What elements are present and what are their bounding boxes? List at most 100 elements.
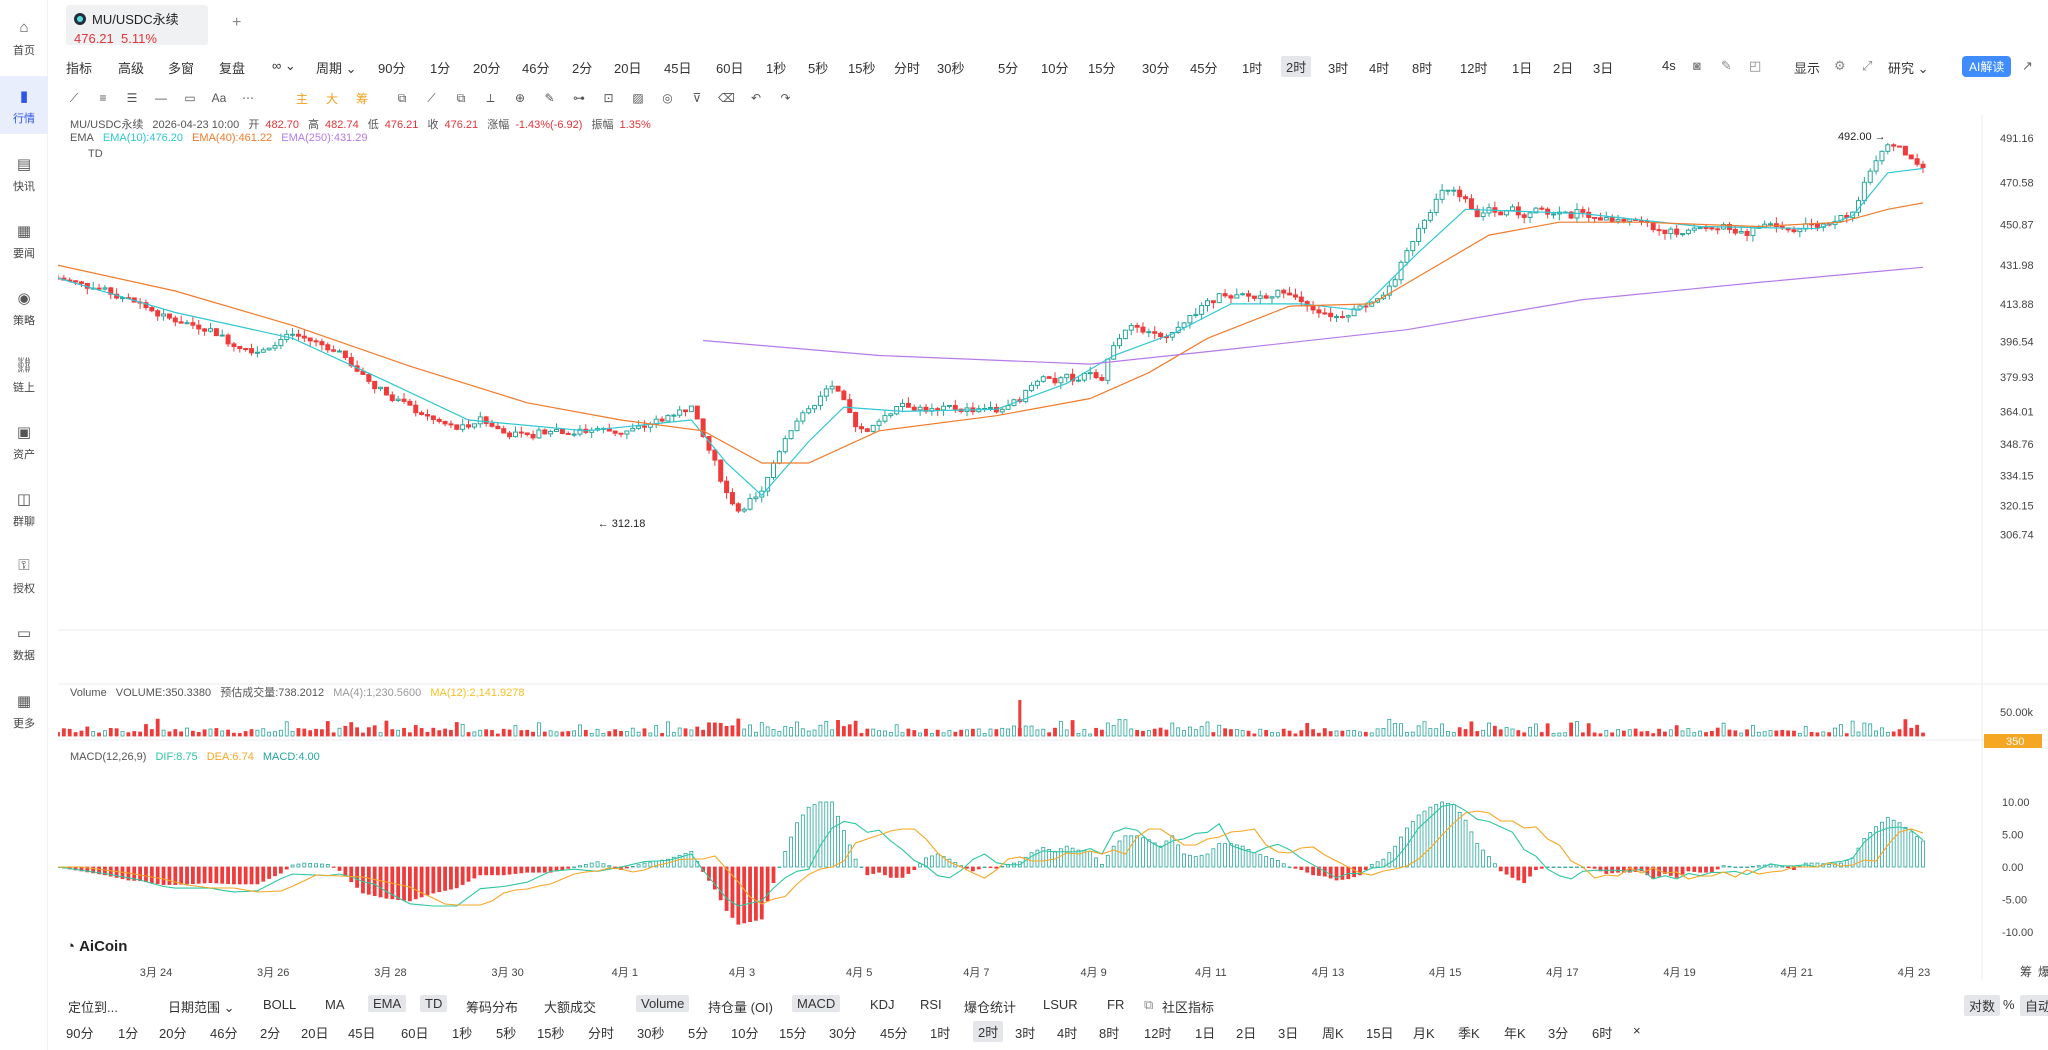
bottom-period-29[interactable]: 月K — [1413, 1026, 1435, 1041]
chart-area[interactable]: 491.16 470.58 450.87 431.98 413.88 396.54 379.… — [58, 114, 2048, 980]
bottom-period-19[interactable]: 2时 — [973, 1021, 1004, 1042]
bottom-period-17[interactable]: 45分 — [880, 1026, 908, 1041]
pen-icon[interactable]: ✎ — [1721, 58, 1732, 73]
bookmark-icon[interactable]: ◰ — [1749, 58, 1762, 73]
indicator-13[interactable]: FR — [1107, 997, 1125, 1012]
indicator-14[interactable]: 社区指标 — [1162, 1000, 1215, 1015]
toolbar-right-0[interactable]: 4s — [1662, 58, 1676, 73]
period-0[interactable]: 90分 — [378, 61, 406, 76]
nav-item-2[interactable]: ▤ 快讯 — [0, 144, 48, 202]
community-icon[interactable]: ⧉ — [1144, 997, 1154, 1012]
redo-icon[interactable]: ↷ — [780, 91, 791, 105]
period-13[interactable]: 5分 — [998, 61, 1019, 76]
camera-icon[interactable]: ◙ — [1693, 58, 1701, 73]
period-5[interactable]: 20日 — [614, 61, 642, 76]
layer-label-2[interactable]: 筹 — [355, 91, 368, 106]
rect-icon[interactable]: ▭ — [184, 91, 196, 105]
period-11[interactable]: 分时 — [894, 61, 921, 76]
log-scale-button[interactable]: 对数 — [1964, 995, 2001, 1016]
indicator-0[interactable]: BOLL — [263, 997, 297, 1012]
period-21[interactable]: 4时 — [1369, 61, 1390, 76]
toolbar-left-4[interactable]: ∞ ⌄ — [272, 58, 296, 73]
toolbar-right-1[interactable]: 显示 — [1794, 61, 1821, 76]
toolbar-left-1[interactable]: 高级 — [118, 61, 145, 76]
period-8[interactable]: 1秒 — [766, 61, 787, 76]
indicator-10[interactable]: RSI — [920, 997, 942, 1012]
period-25[interactable]: 2日 — [1553, 61, 1574, 76]
period-15[interactable]: 15分 — [1088, 61, 1116, 76]
period-12[interactable]: 30秒 — [937, 61, 965, 76]
bottom-period-26[interactable]: 3日 — [1278, 1026, 1299, 1041]
period-3[interactable]: 46分 — [522, 61, 550, 76]
nav-item-4[interactable]: ◉ 策略 — [0, 278, 48, 336]
indicator-12[interactable]: LSUR — [1043, 997, 1078, 1012]
toolbar-left-5[interactable]: 周期 ⌄ — [316, 61, 357, 76]
filter-icon[interactable]: ⊽ — [692, 91, 702, 105]
bottom-period-30[interactable]: 季K — [1458, 1026, 1480, 1041]
ray-icon[interactable]: — — [155, 91, 167, 105]
bottom-period-31[interactable]: 年K — [1504, 1026, 1526, 1041]
bottom-period-18[interactable]: 1时 — [930, 1026, 951, 1041]
nav-item-1[interactable]: ▮ 行情 — [0, 76, 48, 134]
link-icon[interactable]: ⊶ — [573, 91, 585, 105]
text-tool-icon[interactable]: Aa — [211, 91, 227, 105]
bottom-period-13[interactable]: 5分 — [688, 1026, 709, 1041]
toolbar-left-3[interactable]: 复盘 — [219, 61, 246, 76]
symbol-tab[interactable]: MU/USDC永续 476.21 5.11% — [66, 5, 208, 46]
period-22[interactable]: 8时 — [1412, 61, 1433, 76]
line-tool-icon[interactable]: ⟋ — [69, 90, 79, 105]
chart-canvas[interactable]: 491.16 470.58 450.87 431.98 413.88 396.54 379.… — [58, 114, 2048, 980]
bottom-period-5[interactable]: 20日 — [301, 1026, 329, 1041]
bottom-period-11[interactable]: 分时 — [588, 1026, 615, 1041]
period-16[interactable]: 30分 — [1142, 61, 1170, 76]
toolbar-left-2[interactable]: 多窗 — [168, 61, 195, 76]
copy-icon[interactable]: ⧉ — [397, 90, 407, 105]
bottom-period-2[interactable]: 20分 — [159, 1026, 187, 1041]
period-19[interactable]: 2时 — [1281, 56, 1312, 77]
bottom-period-22[interactable]: 8时 — [1099, 1026, 1120, 1041]
indicator-6[interactable]: Volume — [636, 995, 690, 1012]
nav-item-7[interactable]: ◫ 群聊 — [0, 479, 48, 537]
bottom-period-10[interactable]: 15秒 — [537, 1026, 565, 1041]
bottom-period-34[interactable]: × — [1633, 1023, 1641, 1038]
nav-item-0[interactable]: ⌂ 首页 — [0, 8, 48, 66]
trash-icon[interactable]: ⌫ — [718, 91, 735, 105]
magnet-icon[interactable]: ◎ — [662, 91, 673, 105]
parallel-lines-icon[interactable]: ☰ — [126, 91, 138, 105]
indicator-7[interactable]: 持仓量 (OI) — [708, 1000, 773, 1015]
period-9[interactable]: 5秒 — [808, 61, 829, 76]
zoom-icon[interactable]: ⊕ — [514, 91, 526, 105]
bottom-period-20[interactable]: 3时 — [1015, 1026, 1036, 1041]
ai-analysis-button[interactable]: AI解读 — [1962, 56, 2012, 77]
fullscreen-icon[interactable]: ⤢ — [1862, 58, 1873, 73]
bottom-period-21[interactable]: 4时 — [1057, 1026, 1078, 1041]
settings-icon[interactable]: ⚙ — [1834, 58, 1846, 73]
brush-icon[interactable]: ⟋ — [427, 90, 436, 105]
period-1[interactable]: 1分 — [430, 61, 451, 76]
locate-button[interactable]: 定位到... — [68, 1000, 118, 1015]
period-18[interactable]: 1时 — [1242, 61, 1263, 76]
nav-item-3[interactable]: ▦ 要闻 — [0, 211, 48, 269]
toolbar-left-0[interactable]: 指标 — [66, 61, 93, 76]
period-6[interactable]: 45日 — [664, 61, 692, 76]
layer-label-0[interactable]: 主 — [295, 91, 308, 106]
nav-item-10[interactable]: ▦ 更多 — [0, 681, 48, 739]
period-4[interactable]: 2分 — [572, 61, 593, 76]
bottom-period-3[interactable]: 46分 — [210, 1026, 238, 1041]
nav-item-8[interactable]: ⚿ 授权 — [0, 546, 48, 604]
bottom-period-8[interactable]: 1秒 — [452, 1026, 473, 1041]
draw-icon[interactable]: ✎ — [544, 91, 555, 105]
bottom-period-9[interactable]: 5秒 — [496, 1026, 517, 1041]
bottom-period-25[interactable]: 2日 — [1236, 1026, 1257, 1041]
bottom-period-33[interactable]: 6时 — [1592, 1026, 1613, 1041]
indicator-3[interactable]: TD — [420, 995, 448, 1012]
bottom-period-16[interactable]: 30分 — [829, 1026, 857, 1041]
bottom-period-7[interactable]: 60日 — [401, 1026, 429, 1041]
bottom-period-14[interactable]: 10分 — [731, 1026, 759, 1041]
bottom-period-4[interactable]: 2分 — [260, 1026, 281, 1041]
indicator-5[interactable]: 大额成交 — [544, 1000, 597, 1015]
period-17[interactable]: 45分 — [1190, 61, 1218, 76]
indicator-9[interactable]: KDJ — [870, 997, 895, 1012]
add-tab-button[interactable]: + — [232, 14, 242, 31]
period-26[interactable]: 3日 — [1593, 61, 1614, 76]
